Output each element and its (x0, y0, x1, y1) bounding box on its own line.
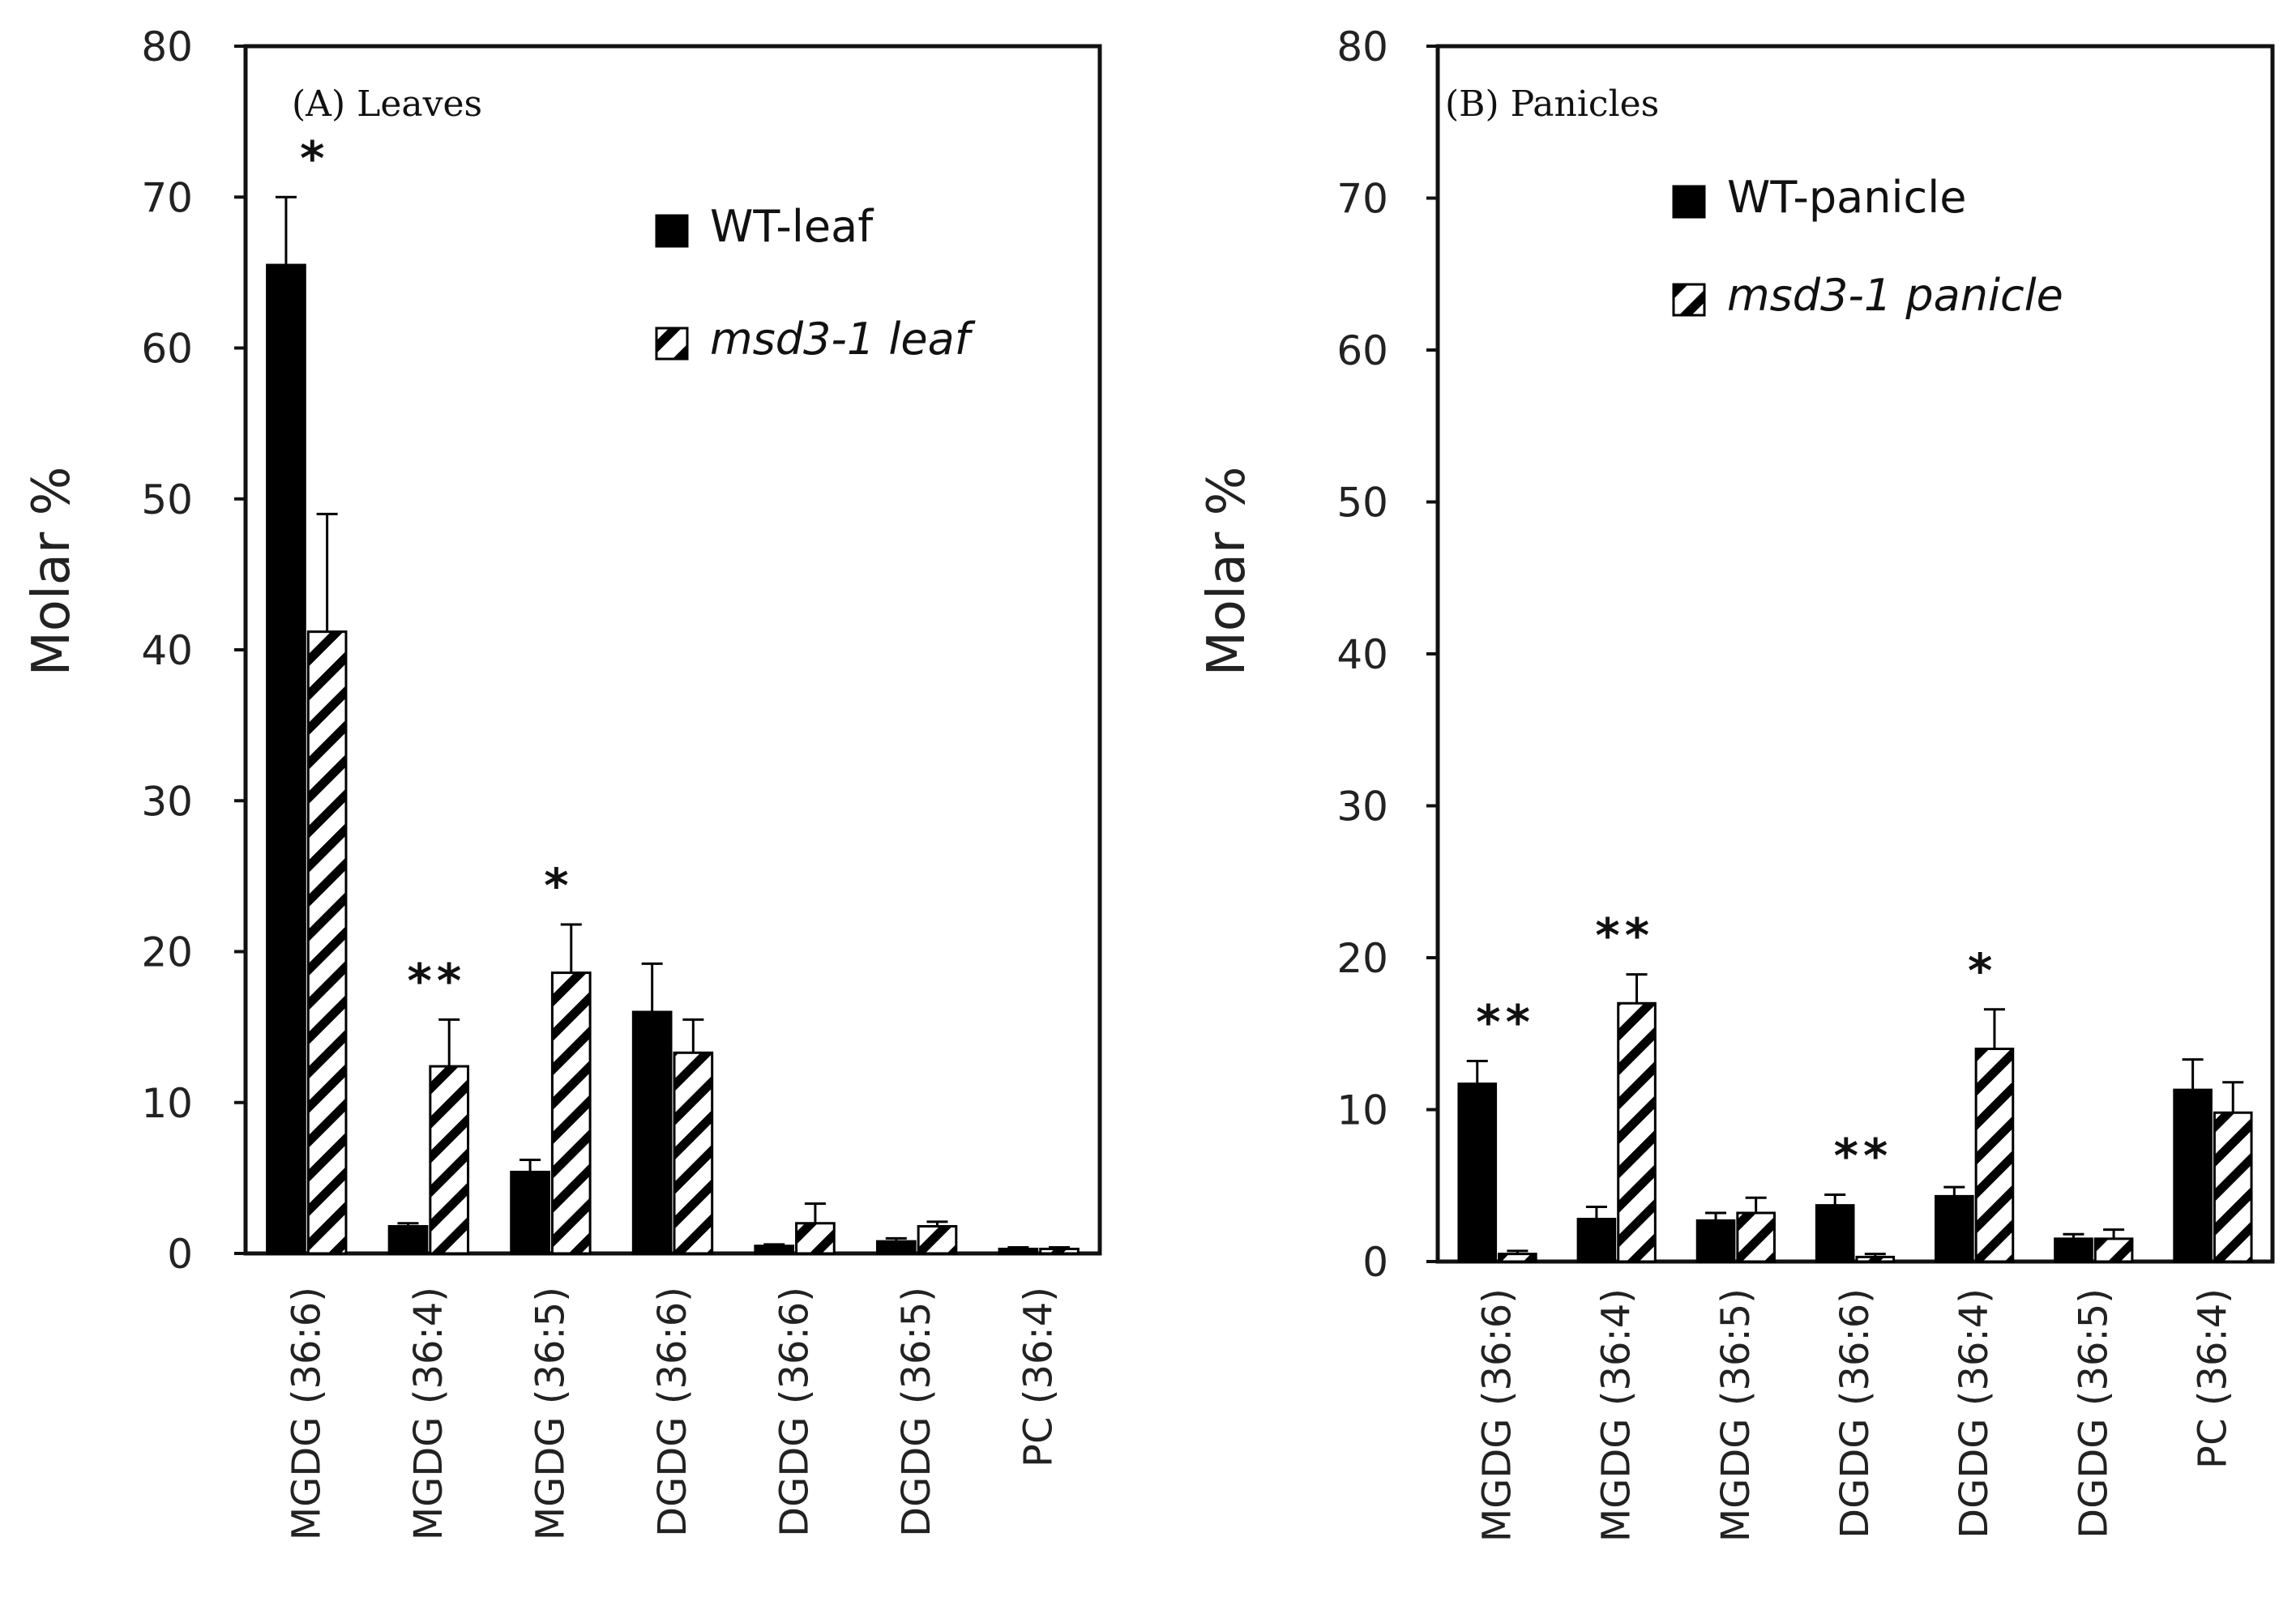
y-tick-label: 60 (141, 326, 193, 373)
legend-label-wt: WT-leaf (710, 201, 874, 252)
category-label-4: DGDG (36:6) (1832, 1288, 1878, 1539)
bar-msd3-1 (306, 630, 348, 1255)
legend-swatch-msd3 (655, 327, 689, 361)
y-tick-label: 50 (141, 476, 193, 523)
legend-label-msd3: msd3-1 leaf (710, 314, 976, 365)
y-tick-label: 80 (141, 23, 193, 70)
y-tick-label: 0 (1362, 1239, 1388, 1286)
panel-title: (B) Panicles (1445, 83, 1659, 125)
y-axis-label: Molar % (1197, 467, 1257, 677)
bar-wt-5 (754, 1245, 795, 1255)
category-label-1: MGDG (36:6) (284, 1287, 329, 1540)
bar-wt-3 (1695, 1219, 1736, 1263)
y-tick-label: 10 (141, 1080, 193, 1127)
bar-msd3-5 (1974, 1048, 2015, 1263)
y-tick-label: 60 (1336, 327, 1388, 374)
bar-wt-6 (875, 1240, 917, 1255)
legend-swatch-wt (655, 214, 689, 248)
significance-marker: ** (1834, 1129, 1893, 1184)
y-tick-label: 20 (141, 929, 193, 976)
significance-marker: * (300, 130, 329, 186)
bar-msd3-7 (2213, 1111, 2253, 1263)
significance-marker: * (1968, 943, 1997, 998)
y-tick-label: 30 (1336, 784, 1388, 830)
bar-msd3-3 (550, 971, 592, 1255)
panel-title: (A) Leaves (292, 83, 482, 125)
bar-msd3-6 (2093, 1237, 2134, 1263)
legend-swatch-wt (1672, 185, 1706, 219)
bar-wt-5 (1935, 1194, 1974, 1263)
bar-msd3-7 (1039, 1247, 1080, 1255)
bar-wt-1 (266, 263, 306, 1255)
bar-msd3-1 (1498, 1253, 1537, 1263)
y-tick-label: 70 (1336, 176, 1388, 223)
y-tick-label: 80 (1336, 23, 1388, 70)
bar-wt-1 (1457, 1082, 1498, 1263)
category-label-6: DGDG (36:5) (2071, 1288, 2116, 1539)
bar-wt-2 (387, 1224, 429, 1255)
bar-wt-6 (2054, 1237, 2093, 1263)
y-tick-label: 10 (1336, 1087, 1388, 1134)
bar-msd3-3 (1736, 1211, 1776, 1263)
bar-msd3-5 (795, 1222, 836, 1255)
y-tick-label: 70 (141, 174, 193, 221)
legend-label-wt: WT-panicle (1727, 172, 1966, 223)
category-label-5: DGDG (36:4) (1952, 1288, 1997, 1539)
significance-marker: ** (1595, 908, 1654, 963)
legend-label-msd3: msd3-1 panicle (1727, 270, 2063, 321)
bar-msd3-4 (673, 1051, 714, 1255)
bar-wt-7 (2173, 1088, 2213, 1263)
bar-msd3-2 (429, 1065, 470, 1255)
bar-wt-3 (510, 1170, 550, 1255)
bar-wt-2 (1576, 1218, 1617, 1263)
y-tick-label: 50 (1336, 480, 1388, 527)
category-label-1: MGDG (36:6) (1475, 1288, 1520, 1542)
category-label-7: PC (36:4) (2190, 1288, 2235, 1469)
category-label-2: MGDG (36:4) (406, 1287, 451, 1540)
y-tick-label: 40 (1336, 631, 1388, 678)
bar-wt-7 (998, 1247, 1039, 1255)
category-label-2: MGDG (36:4) (1594, 1288, 1640, 1542)
category-label-3: MGDG (36:5) (528, 1287, 573, 1540)
category-label-7: PC (36:4) (1016, 1287, 1062, 1467)
plot-frame (1435, 44, 2275, 1264)
y-tick-label: 30 (141, 778, 193, 825)
chart-panel-leaves: 0 10 20 30 40 50 60 70 80 Molar % (A) Leaves MGDG (… (22, 23, 1102, 1540)
bar-wt-4 (631, 1010, 673, 1255)
category-label-4: DGDG (36:6) (650, 1287, 695, 1537)
significance-marker: ** (408, 953, 467, 1008)
y-tick-label: 40 (141, 627, 193, 674)
chart-panel-panicles: 0 10 20 30 40 50 60 70 80 Molar % (B) Panicles MGDG… (1197, 23, 2275, 1542)
bar-msd3-2 (1617, 1001, 1657, 1263)
significance-marker: * (544, 858, 573, 913)
category-label-3: MGDG (36:5) (1713, 1288, 1759, 1542)
bar-wt-4 (1815, 1204, 1855, 1263)
y-tick-label: 20 (1336, 935, 1388, 982)
bar-msd3-4 (1855, 1255, 1896, 1263)
y-tick-label: 0 (167, 1231, 193, 1278)
category-label-5: DGDG (36:6) (772, 1287, 818, 1537)
category-label-6: DGDG (36:5) (894, 1287, 939, 1537)
legend-swatch-msd3 (1672, 283, 1706, 317)
significance-marker: ** (1476, 995, 1535, 1050)
y-axis-label: Molar % (22, 467, 82, 677)
bar-msd3-6 (917, 1224, 958, 1255)
